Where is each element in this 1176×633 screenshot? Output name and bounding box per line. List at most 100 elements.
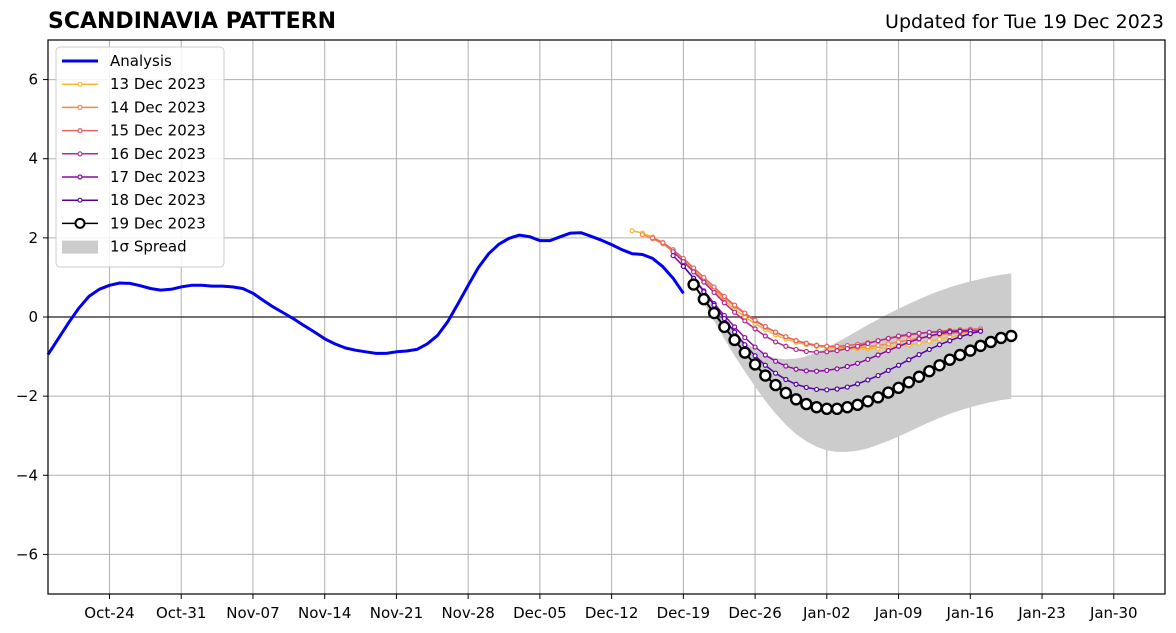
data-point — [885, 341, 891, 347]
data-point — [728, 333, 741, 347]
data-point — [865, 340, 871, 347]
data-point — [926, 338, 932, 344]
x-tick-label: Nov-14 — [298, 604, 351, 622]
data-point — [650, 235, 656, 241]
data-point — [772, 358, 779, 364]
x-tick-label: Jan-09 — [874, 604, 923, 622]
legend-label: 13 Dec 2023 — [110, 75, 206, 93]
x-tick-label: Dec-26 — [728, 604, 782, 622]
data-point — [752, 326, 758, 332]
data-point — [711, 302, 717, 308]
data-point — [721, 315, 727, 322]
axes: Oct-24 Oct-31 Nov-07 Nov-14 Nov-21 Nov-28 Dec-… — [16, 39, 1166, 622]
legend-marker — [77, 174, 83, 180]
legend-label: 17 Dec 2023 — [110, 168, 206, 186]
data-point — [865, 377, 871, 383]
legend-label: 18 Dec 2023 — [110, 191, 206, 209]
data-point — [936, 331, 943, 337]
data-point — [885, 348, 891, 354]
data-point — [967, 331, 973, 337]
data-point — [964, 344, 977, 357]
chart-subtitle: Updated for Tue 19 Dec 2023 — [885, 11, 1164, 33]
data-point — [789, 393, 803, 406]
y-tick-label: 6 — [28, 71, 38, 89]
data-point — [1005, 329, 1018, 343]
data-point — [803, 340, 809, 347]
data-point — [813, 342, 820, 349]
x-tick-label: Nov-28 — [441, 604, 494, 622]
data-point — [800, 397, 813, 411]
data-point — [875, 352, 881, 358]
legend-marker — [74, 217, 86, 229]
legend-box — [55, 46, 225, 268]
data-point — [984, 335, 997, 349]
x-tick-label: Jan-23 — [1017, 604, 1066, 622]
data-point — [639, 232, 645, 238]
data-point — [906, 357, 912, 363]
data-point — [871, 391, 885, 404]
x-tick-label: Nov-21 — [370, 604, 423, 622]
data-point — [752, 317, 758, 323]
data-point — [721, 293, 727, 300]
data-point — [813, 368, 820, 374]
data-point — [957, 328, 963, 334]
data-point — [895, 343, 902, 349]
data-point — [854, 360, 861, 366]
data-point — [947, 338, 953, 344]
data-point — [912, 370, 926, 383]
data-point — [977, 328, 984, 334]
data-point — [926, 333, 932, 339]
data-point — [783, 376, 789, 383]
data-point — [974, 339, 987, 353]
data-point — [902, 376, 916, 389]
data-point — [697, 292, 711, 306]
data-point — [742, 342, 748, 348]
data-point — [742, 318, 748, 324]
y-tick-label: −2 — [16, 387, 38, 405]
data-point — [861, 395, 875, 408]
data-point — [711, 289, 717, 296]
data-point — [731, 324, 738, 330]
data-point — [943, 353, 956, 366]
series-18-dec-2023 — [680, 263, 984, 393]
data-point — [885, 367, 891, 374]
data-point — [957, 334, 963, 340]
data-point — [865, 356, 871, 362]
legend-entry: 15 Dec 2023 — [62, 122, 206, 140]
data-point — [752, 344, 758, 350]
y-tick-label: −6 — [16, 545, 38, 563]
legend-label: 14 Dec 2023 — [110, 98, 206, 116]
x-tick-label: Oct-31 — [156, 604, 206, 622]
y-tick-label: 2 — [28, 229, 38, 247]
legend-entry: 13 Dec 2023 — [62, 75, 206, 93]
legend-label: 16 Dec 2023 — [110, 145, 206, 163]
data-point — [803, 368, 809, 374]
data-point — [680, 259, 686, 265]
data-point — [687, 278, 700, 291]
data-point — [926, 346, 932, 353]
data-point — [916, 330, 922, 336]
data-point — [793, 381, 799, 387]
data-point — [748, 358, 762, 371]
series — [46, 228, 1018, 416]
data-point — [793, 346, 799, 353]
legend-marker — [77, 128, 83, 134]
series-line-analysis — [46, 231, 685, 356]
data-point — [824, 367, 830, 374]
chart-title: SCANDINAVIA PATTERN — [48, 9, 337, 34]
data-point — [793, 338, 799, 344]
legend-label: 19 Dec 2023 — [110, 214, 206, 232]
data-point — [895, 333, 902, 339]
data-point — [875, 372, 881, 379]
data-point — [936, 342, 943, 348]
data-point — [752, 353, 758, 359]
legend-entry: Analysis — [62, 52, 172, 70]
data-point — [803, 348, 809, 355]
legend-label: 1σ Spread — [110, 238, 187, 256]
data-point — [742, 334, 748, 341]
data-point — [738, 346, 752, 359]
data-point — [882, 386, 895, 399]
series-19-dec-2023 — [687, 278, 1018, 416]
data-point — [718, 320, 731, 334]
